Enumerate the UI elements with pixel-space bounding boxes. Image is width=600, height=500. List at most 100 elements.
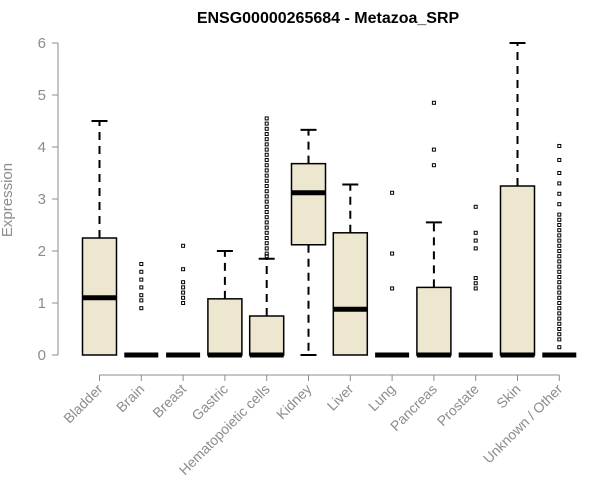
outlier-point: [473, 230, 478, 235]
x-tick-label: Kidney: [273, 381, 315, 423]
y-tick-label: 5: [38, 87, 46, 104]
outlier-point: [431, 163, 436, 168]
x-tick-label: Bladder: [60, 381, 106, 427]
outlier-point: [139, 306, 144, 311]
outlier-point: [473, 276, 478, 281]
box-liver: [332, 183, 369, 356]
box-gastric: [207, 250, 243, 358]
iqr-box: [499, 185, 536, 356]
outlier-point: [264, 220, 269, 225]
y-tick-label: 1: [38, 295, 46, 312]
outlier-point: [473, 204, 478, 209]
outlier-point: [557, 143, 562, 148]
outlier-point: [557, 311, 562, 316]
outlier-point: [139, 293, 144, 298]
outlier-point: [264, 163, 269, 168]
outlier-point: [557, 243, 562, 248]
outlier-point: [139, 298, 144, 303]
outlier-point: [557, 275, 562, 279]
box-kidney: [290, 128, 327, 356]
box-bladder: [81, 120, 118, 356]
outlier-point: [557, 223, 562, 227]
outlier-point: [264, 199, 269, 204]
box-breast: [166, 243, 201, 358]
outlier-point: [557, 212, 562, 217]
box-pancreas: [416, 100, 452, 358]
outlier-point: [264, 121, 269, 126]
outlier-point: [557, 345, 562, 350]
box-hematopoietic-cells: [248, 116, 285, 358]
iqr-box: [207, 298, 243, 356]
outlier-point: [557, 321, 562, 326]
outlier-point: [264, 147, 269, 152]
outlier-point: [139, 285, 144, 290]
y-axis: 0 1 2 3 4 5 6: [38, 35, 59, 364]
outlier-point: [473, 281, 478, 286]
outlier-point: [264, 251, 269, 256]
outlier-point: [557, 306, 562, 311]
outlier-point: [557, 217, 562, 222]
outlier-point: [264, 152, 269, 157]
outlier-point: [264, 173, 269, 178]
outlier-point: [264, 178, 269, 183]
y-tick-label: 2: [38, 243, 46, 260]
y-tick-label: 0: [38, 347, 46, 364]
outlier-point: [139, 277, 144, 282]
outlier-point: [181, 280, 186, 285]
x-tick-label: Breast: [149, 381, 189, 421]
outlier-point: [557, 158, 562, 162]
outlier-point: [557, 171, 562, 175]
outlier-point: [264, 184, 269, 188]
outlier-point: [557, 254, 562, 259]
outlier-point: [181, 301, 186, 305]
outlier-point: [431, 100, 436, 105]
x-tick-label: Unknown / Other: [480, 381, 566, 467]
outlier-point: [557, 228, 562, 233]
outlier-point: [557, 191, 562, 196]
outlier-point: [264, 189, 269, 194]
box-prostate: [458, 204, 493, 358]
chart-title: ENSG00000265684 - Metazoa_SRP: [197, 10, 460, 27]
x-tick-label: Liver: [324, 381, 357, 414]
box-skin: [499, 42, 536, 358]
box-lung: [375, 190, 410, 358]
outlier-point: [264, 158, 269, 162]
outlier-point: [557, 301, 562, 305]
iqr-box: [248, 315, 285, 356]
outlier-point: [557, 316, 562, 321]
x-tick-label: Brain: [113, 381, 147, 415]
outlier-point: [557, 295, 562, 300]
outlier-point: [264, 241, 269, 246]
outlier-point: [264, 142, 269, 147]
outlier-point: [264, 132, 269, 136]
outlier-point: [264, 215, 269, 220]
outlier-point: [557, 285, 562, 290]
outlier-point: [557, 290, 562, 295]
outlier-point: [557, 327, 562, 331]
outlier-point: [264, 230, 269, 235]
outlier-point: [390, 190, 395, 195]
x-tick-label: Lung: [365, 381, 398, 414]
y-axis-label: Expression: [0, 163, 16, 237]
outlier-point: [473, 246, 478, 251]
outlier-point: [264, 204, 269, 209]
outlier-point: [557, 264, 562, 269]
outlier-point: [557, 259, 562, 264]
x-tick-label: Skin: [493, 381, 524, 412]
outlier-point: [181, 267, 186, 272]
outlier-point: [264, 116, 269, 121]
outlier-point: [557, 280, 562, 285]
x-tick-label: Prostate: [434, 381, 482, 429]
outlier-point: [390, 251, 395, 256]
outlier-point: [390, 286, 395, 291]
outlier-point: [557, 181, 562, 186]
iqr-box: [416, 286, 452, 356]
y-tick-label: 4: [38, 139, 46, 156]
boxes-group: [81, 42, 577, 358]
outlier-point: [181, 290, 186, 295]
outlier-point: [264, 194, 269, 199]
outlier-point: [557, 269, 562, 274]
outlier-point: [264, 225, 269, 230]
outlier-point: [139, 269, 144, 274]
